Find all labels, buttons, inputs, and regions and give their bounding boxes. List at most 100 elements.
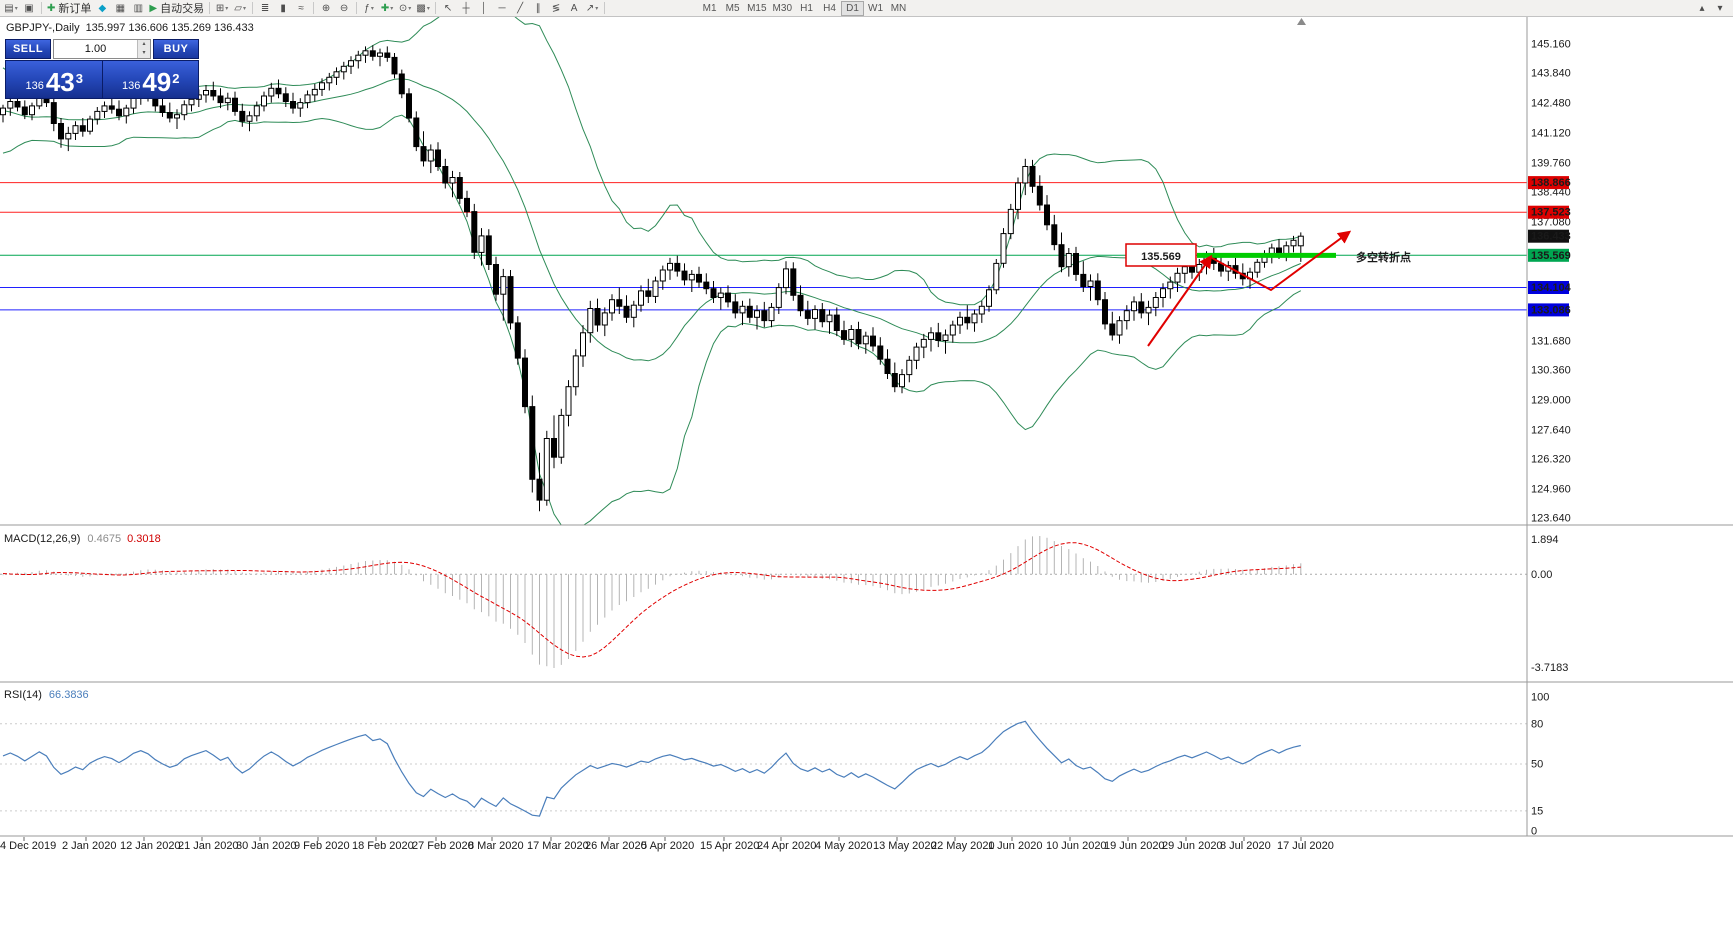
arrow-objects-button[interactable]: ↗ ▾ [583,1,601,16]
axes: 145.160 143.840 142.480 141.120 139.760 138.4… [0,39,1572,853]
sell-price-big: 43 [45,67,75,97]
date-axis-label: 4 May 2020 [815,840,872,852]
cursor-icon: ↖ [443,2,453,14]
channel-tool-button[interactable]: ∥ [529,1,547,16]
price-axis-label: 139.760 [1531,157,1571,169]
toolbar-separator [252,2,254,14]
autotrading-icon: ▶ [149,2,158,14]
rsi-axis-label: 80 [1531,718,1543,730]
zoom-out-button[interactable]: ⊖ [335,1,353,16]
timeframe-m5-button[interactable]: M5 [721,1,744,16]
profile-window-button[interactable]: ▣ [20,1,38,16]
trend-arrow-2[interactable] [1211,230,1352,292]
chart-window-button[interactable]: ▤ ▾ [2,1,20,16]
autotrading-label: 自动交易 [160,3,205,15]
add-indicator-button[interactable]: ✚ ▾ [378,1,396,16]
horizontal-level-lines[interactable] [0,182,1527,311]
toolbar: ▤ ▾ ▣ ✚ 新订单 ◆ ▦ ▥ ▶ 自动交易 ⊞ ▾ ▱ ▾ ≣ ▮ ≈ ⊕ ⊖ ƒ ▾ ✚ ▾ ⊙ ▾ ▩ ▾ ↖ ┼ │ ─ ╱ ∥ ≶ A… [0,0,1733,17]
date-axis-label: 4 Dec 2019 [0,840,56,852]
candlestick-chart-button[interactable]: ▮ [274,1,292,16]
sell-price-button[interactable]: 136 43 3 [6,61,102,98]
profiles-icon: ▱ [234,2,242,14]
horizontal-line-tool-button[interactable]: ─ [493,1,511,16]
trendline-tool-button[interactable]: ╱ [511,1,529,16]
price-axis-label: 142.480 [1531,98,1571,110]
horizontal-line-tool-icon: ─ [498,2,506,14]
macd-axis-min: -3.7183 [1531,662,1568,674]
macd-signal-line [2,542,1301,658]
periods-button[interactable]: ⊙ ▾ [396,1,414,16]
timeframe-d1-button[interactable]: D1 [841,0,864,16]
lot-decrease-button[interactable]: ▾ [138,49,150,58]
price-axis-label: 143.840 [1531,68,1571,80]
timeframe-m15-button[interactable]: M15 [744,1,769,16]
date-axis-label: 17 Jul 2020 [1277,840,1334,852]
macd-indicator [0,536,1527,668]
timeframe-h1-button[interactable]: H1 [795,1,818,16]
price-axis-label: 141.120 [1531,128,1571,140]
periods-caret-icon: ▾ [408,5,412,12]
timeframe-m30-button[interactable]: M30 [770,1,795,16]
candlestick-series [0,45,1304,512]
fibonacci-tool-button[interactable]: ≶ [547,1,565,16]
toolbar-scroll-down-icon: ▾ [1717,2,1723,14]
line-chart-button[interactable]: ≈ [292,1,310,16]
one-click-trading-panel: SELL ▴ ▾ BUY 136 43 3 136 49 2 [5,39,199,99]
trend-arrow-1[interactable] [1147,254,1213,347]
timeframe-mn-button[interactable]: MN [887,1,910,16]
autotrading-button[interactable]: ▶ 自动交易 [147,1,206,16]
rsi-axis-label: 100 [1531,692,1549,704]
price-tag-label: 133.086 [1531,304,1571,316]
date-axis-label: 19 Jun 2020 [1104,840,1165,852]
vertical-line-tool-button[interactable]: │ [475,1,493,16]
new-order-button[interactable]: ✚ 新订单 [45,1,93,16]
rsi-axis-label: 0 [1531,826,1537,838]
profiles-button[interactable]: ▱ ▾ [231,1,249,16]
toolbar-scroll-down-button[interactable]: ▾ [1711,1,1729,16]
price-annotation-box[interactable] [1125,243,1197,267]
buy-button[interactable]: BUY [153,39,199,59]
date-axis-label: 26 Mar 2020 [585,840,647,852]
toolbar-separator [41,2,42,14]
price-tag-138.866 [1528,176,1569,190]
indicators-button[interactable]: ƒ ▾ [360,1,378,16]
charts-grid-button[interactable]: ▦ [111,1,129,16]
price-tag-label: 135.569 [1531,250,1571,262]
text-tool-icon: A [570,2,578,14]
indicators-icon: ƒ [364,2,370,14]
indicators-caret-icon: ▾ [370,5,374,12]
zoom-in-button[interactable]: ⊕ [317,1,335,16]
sell-button[interactable]: SELL [5,39,51,59]
date-axis-label: 12 Jan 2020 [120,840,181,852]
sell-price-sup: 3 [75,71,83,86]
fibonacci-tool-icon: ≶ [551,2,561,14]
timeframe-m1-button[interactable]: M1 [698,1,721,16]
toolbar-scroll-up-button[interactable]: ▴ [1693,1,1711,16]
lot-size-input[interactable] [54,40,137,58]
bar-chart-button[interactable]: ≣ [256,1,274,16]
templates-icon: ▩ [416,2,426,14]
terminal-button[interactable]: ▥ [129,1,147,16]
new-chart-button[interactable]: ⊞ ▾ [213,1,231,16]
date-axis-label: 13 May 2020 [873,840,937,852]
timeframe-h4-button[interactable]: H4 [818,1,841,16]
text-tool-button[interactable]: A [565,1,583,16]
rsi-indicator [0,720,1527,817]
lot-size-field: ▴ ▾ [53,39,151,59]
price-axis-label: 123.640 [1531,513,1571,525]
metaquotes-button[interactable]: ◆ [93,1,111,16]
toolbar-scroll-up-icon: ▴ [1699,2,1705,14]
price-tag-135.569 [1528,248,1569,262]
timeframe-w1-button[interactable]: W1 [864,1,887,16]
chart-window-caret-icon: ▾ [14,5,18,12]
templates-button[interactable]: ▩ ▾ [414,1,432,16]
zoom-out-icon: ⊖ [339,2,349,14]
price-axis-label: 126.320 [1531,454,1571,466]
scroll-position-marker[interactable] [1297,18,1306,25]
lot-increase-button[interactable]: ▴ [138,40,150,49]
cursor-button[interactable]: ↖ [439,1,457,16]
crosshair-button[interactable]: ┼ [457,1,475,16]
buy-price-button[interactable]: 136 49 2 [102,61,198,98]
price-axis-label: 124.960 [1531,483,1571,495]
